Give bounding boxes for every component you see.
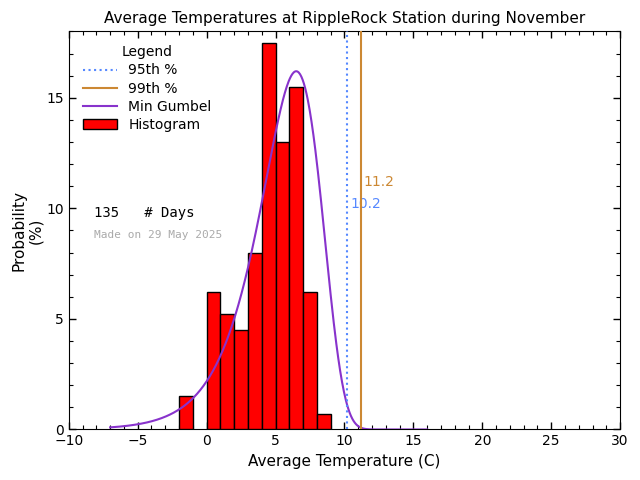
Bar <box>248 252 262 430</box>
Title: Average Temperatures at RippleRock Station during November: Average Temperatures at RippleRock Stati… <box>104 11 585 26</box>
Bar <box>234 330 248 430</box>
Bar <box>220 314 234 430</box>
Bar <box>303 292 317 430</box>
Bar <box>276 142 289 430</box>
Bar <box>262 43 276 430</box>
Text: 11.2: 11.2 <box>364 175 395 189</box>
Text: 10.2: 10.2 <box>350 197 381 211</box>
Text: 135   # Days: 135 # Days <box>93 205 194 219</box>
Text: Made on 29 May 2025: Made on 29 May 2025 <box>93 230 222 240</box>
Legend: 95th %, 99th %, Min Gumbel, Histogram: 95th %, 99th %, Min Gumbel, Histogram <box>76 38 219 139</box>
X-axis label: Average Temperature (C): Average Temperature (C) <box>248 454 441 469</box>
Y-axis label: Probability
(%): Probability (%) <box>11 190 44 271</box>
Bar <box>289 87 303 430</box>
Bar <box>317 414 331 430</box>
Bar <box>179 396 193 430</box>
Bar <box>207 292 220 430</box>
